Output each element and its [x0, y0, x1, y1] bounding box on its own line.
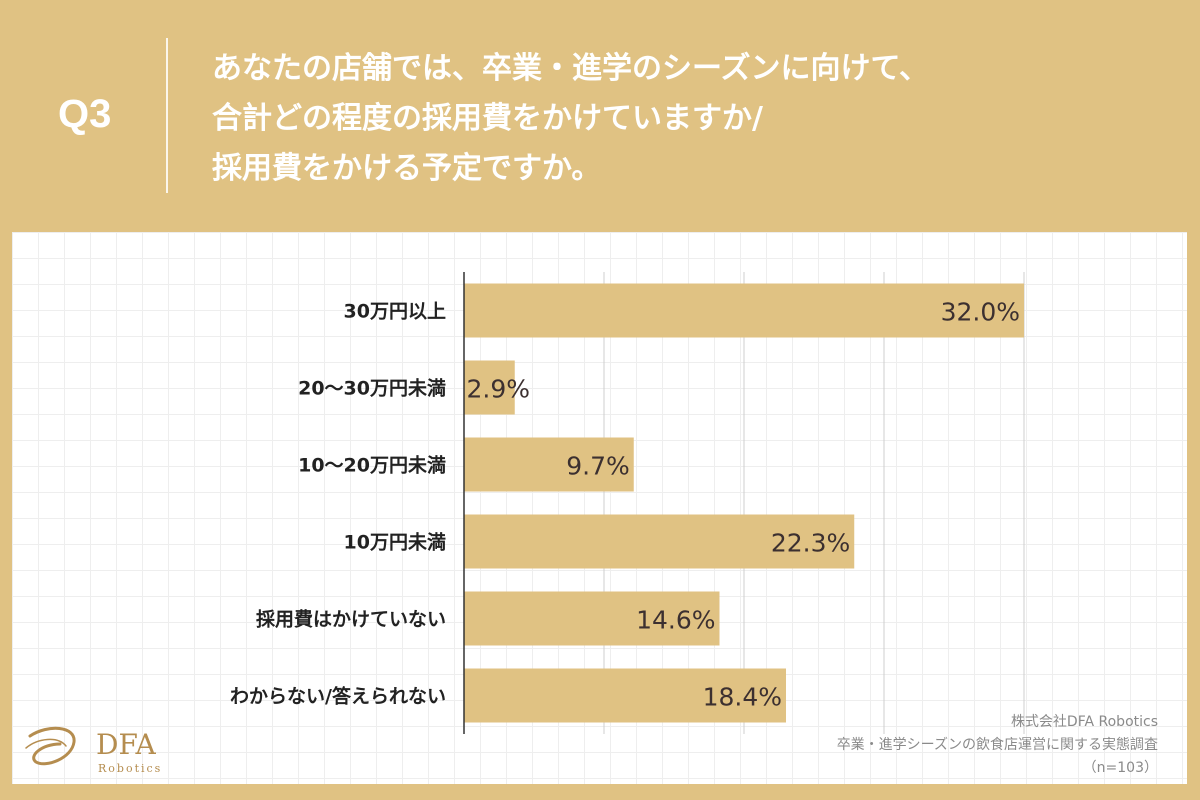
bar [464, 668, 786, 723]
category-label: わからない/答えられない [230, 685, 446, 708]
question-label: Q3 [58, 92, 112, 136]
logo-swoosh-icon [25, 726, 76, 766]
bar [464, 360, 515, 415]
value-label: 14.6% [636, 606, 715, 635]
category-label: 20〜30万円未満 [298, 377, 446, 400]
bar-chart: 30万円以上 32.0% 20〜30万円未満 2.9% 10〜20万円未満 9.7% 10万… [230, 272, 1025, 734]
value-label: 9.7% [566, 452, 630, 481]
question-title: あなたの店舗では、卒業・進学のシーズンに向けて、 合計どの程度の採用費をかけてい… [212, 44, 1172, 194]
value-label: 32.0% [941, 298, 1020, 327]
logo-name: DFA [96, 728, 156, 761]
logo-sub: Robotics [98, 762, 162, 775]
question-title-line: 採用費をかける予定ですか。 [212, 151, 602, 186]
category-label: 30万円以上 [344, 301, 446, 323]
value-label: 22.3% [771, 529, 850, 558]
category-label: 10万円未満 [344, 531, 446, 554]
header-divider [166, 38, 168, 193]
dfa-logo: DFA Robotics [25, 726, 162, 775]
bar [464, 437, 634, 492]
source-note: 株式会社DFA Robotics 卒業・進学シーズンの飲食店運営に関する実態調査… [837, 711, 1158, 780]
source-survey: 卒業・進学シーズンの飲食店運営に関する実態調査 [836, 737, 1158, 753]
source-company: 株式会社DFA Robotics [1010, 714, 1158, 730]
question-title-line: 合計どの程度の採用費をかけていますか/ [212, 101, 763, 136]
category-label: 10〜20万円未満 [298, 454, 446, 477]
bar [464, 591, 720, 646]
bar [464, 283, 1024, 338]
source-sample: （n=103） [1082, 760, 1158, 776]
value-label: 2.9% [466, 375, 530, 404]
value-label: 18.4% [703, 683, 782, 712]
chart-panel: 30万円以上 32.0% 20〜30万円未満 2.9% 10〜20万円未満 9.7% 10万… [12, 232, 1187, 784]
category-label: 採用費はかけていない [256, 608, 446, 631]
question-title-line: あなたの店舗では、卒業・進学のシーズンに向けて、 [212, 51, 929, 86]
bar [464, 514, 855, 569]
